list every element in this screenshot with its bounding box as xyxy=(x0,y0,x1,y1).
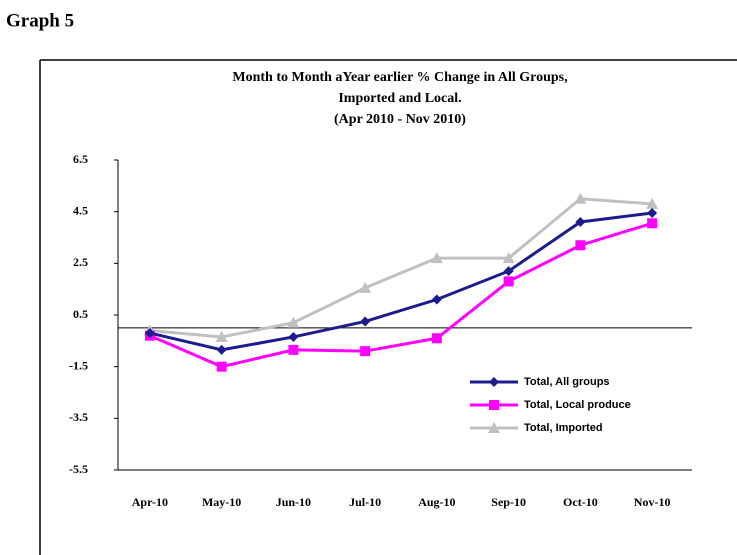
x-tick-label: Aug-10 xyxy=(418,495,455,509)
series-line xyxy=(149,211,653,352)
x-tick-label: Apr-10 xyxy=(132,495,168,509)
legend-label: Total, All groups xyxy=(524,376,610,388)
marker xyxy=(288,331,299,342)
x-tick-label: Oct-10 xyxy=(563,495,598,509)
y-tick-label: -5.5 xyxy=(69,462,88,476)
y-tick-label: 0.5 xyxy=(73,307,88,321)
y-tick-label: -1.5 xyxy=(69,358,88,372)
marker xyxy=(288,344,299,355)
x-tick-label: May-10 xyxy=(202,495,241,509)
marker xyxy=(503,276,514,287)
marker xyxy=(431,294,442,305)
y-tick-label: 4.5 xyxy=(73,203,88,217)
x-tick-label: Nov-10 xyxy=(634,495,671,509)
marker xyxy=(488,422,500,433)
marker xyxy=(287,316,300,328)
marker xyxy=(489,377,499,387)
heading: Graph 5 xyxy=(6,10,74,31)
series-line xyxy=(149,197,653,339)
x-tick-label: Sep-10 xyxy=(491,495,526,509)
marker xyxy=(647,218,658,229)
marker xyxy=(503,266,514,277)
marker xyxy=(360,316,371,327)
marker xyxy=(359,281,372,293)
chart-title: (Apr 2010 - Nov 2010) xyxy=(334,112,466,127)
chart-title: Month to Month aYear earlier % Change in… xyxy=(232,70,567,85)
marker xyxy=(502,252,515,264)
marker xyxy=(360,346,371,357)
x-tick-label: Jul-10 xyxy=(349,495,381,509)
marker xyxy=(430,252,443,264)
marker xyxy=(575,240,586,251)
y-tick-label: 6.5 xyxy=(73,152,88,166)
marker xyxy=(215,330,228,342)
legend-label: Total, Imported xyxy=(524,422,603,434)
y-tick-label: 2.5 xyxy=(73,255,88,269)
marker xyxy=(575,217,586,227)
legend-label: Total, Local produce xyxy=(524,399,631,411)
marker xyxy=(144,328,155,339)
x-tick-label: Jun-10 xyxy=(276,495,311,509)
marker xyxy=(216,361,227,372)
chart-title: Imported and Local. xyxy=(338,91,461,106)
marker xyxy=(574,192,587,204)
marker xyxy=(646,197,659,209)
marker xyxy=(216,344,227,355)
marker xyxy=(489,400,499,410)
marker xyxy=(647,207,658,218)
series-line xyxy=(149,221,653,369)
marker xyxy=(431,333,442,344)
y-tick-label: -3.5 xyxy=(69,410,88,424)
